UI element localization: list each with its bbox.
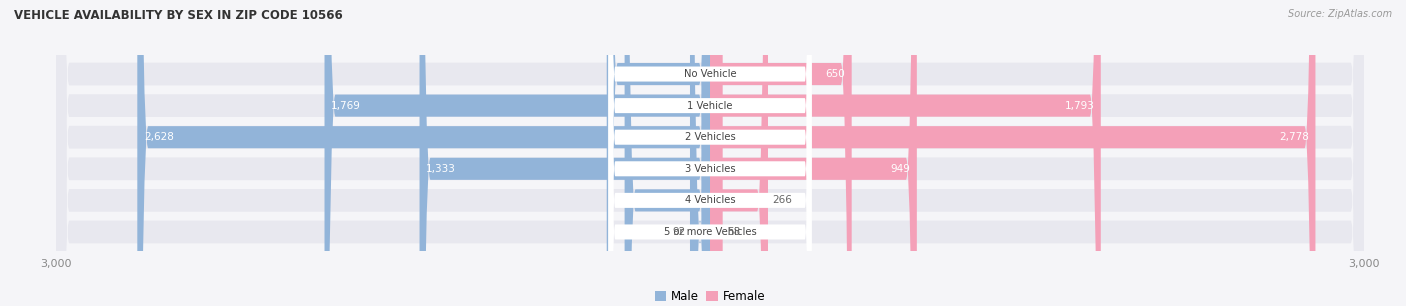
Text: 650: 650	[825, 69, 845, 79]
FancyBboxPatch shape	[56, 0, 1364, 306]
Text: Source: ZipAtlas.com: Source: ZipAtlas.com	[1288, 9, 1392, 19]
FancyBboxPatch shape	[609, 0, 811, 306]
FancyBboxPatch shape	[138, 0, 710, 306]
FancyBboxPatch shape	[710, 0, 1101, 306]
Text: 58: 58	[727, 227, 741, 237]
Text: 1,793: 1,793	[1064, 101, 1094, 111]
Text: 266: 266	[772, 195, 792, 205]
Text: 2,778: 2,778	[1279, 132, 1309, 142]
FancyBboxPatch shape	[609, 0, 811, 306]
FancyBboxPatch shape	[710, 0, 723, 306]
FancyBboxPatch shape	[710, 0, 917, 306]
Text: 5 or more Vehicles: 5 or more Vehicles	[664, 227, 756, 237]
FancyBboxPatch shape	[609, 0, 811, 306]
FancyBboxPatch shape	[624, 0, 710, 306]
Text: 1 Vehicle: 1 Vehicle	[688, 101, 733, 111]
FancyBboxPatch shape	[419, 0, 710, 306]
FancyBboxPatch shape	[56, 0, 1364, 306]
FancyBboxPatch shape	[56, 0, 1364, 306]
Text: 949: 949	[890, 164, 910, 174]
Text: 2,628: 2,628	[143, 132, 174, 142]
Legend: Male, Female: Male, Female	[650, 285, 770, 306]
FancyBboxPatch shape	[609, 0, 811, 306]
Text: No Vehicle: No Vehicle	[683, 69, 737, 79]
Text: 2 Vehicles: 2 Vehicles	[685, 132, 735, 142]
FancyBboxPatch shape	[56, 0, 1364, 306]
FancyBboxPatch shape	[609, 0, 811, 306]
FancyBboxPatch shape	[710, 0, 768, 306]
Text: 92: 92	[672, 227, 686, 237]
FancyBboxPatch shape	[56, 0, 1364, 306]
FancyBboxPatch shape	[710, 0, 852, 306]
FancyBboxPatch shape	[56, 0, 1364, 306]
FancyBboxPatch shape	[710, 0, 1316, 306]
Text: 392: 392	[631, 195, 651, 205]
Text: 1,769: 1,769	[330, 101, 361, 111]
Text: VEHICLE AVAILABILITY BY SEX IN ZIP CODE 10566: VEHICLE AVAILABILITY BY SEX IN ZIP CODE …	[14, 9, 343, 22]
FancyBboxPatch shape	[325, 0, 710, 306]
Text: 4 Vehicles: 4 Vehicles	[685, 195, 735, 205]
Text: 3 Vehicles: 3 Vehicles	[685, 164, 735, 174]
FancyBboxPatch shape	[609, 0, 811, 306]
Text: 474: 474	[613, 69, 633, 79]
Text: 1,333: 1,333	[426, 164, 456, 174]
FancyBboxPatch shape	[607, 0, 710, 306]
FancyBboxPatch shape	[690, 0, 710, 306]
